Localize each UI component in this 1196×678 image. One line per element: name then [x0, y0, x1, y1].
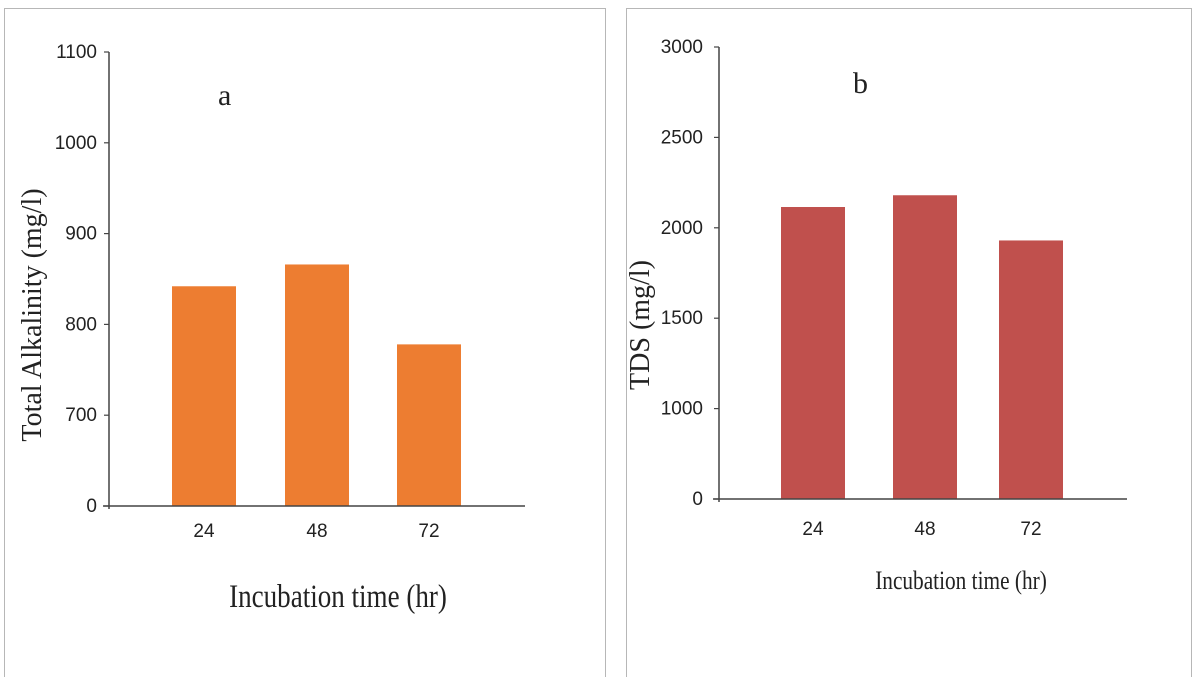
chart-a-x-tick-label: 72 — [418, 521, 439, 542]
chart-b-y-tick-label: 1500 — [661, 308, 703, 329]
chart-a-bar-72 — [397, 344, 461, 506]
chart-b-svg: 0 1000 1500 2000 2500 3000 24 48 72 b Incubation t… — [627, 37, 1127, 596]
chart-a-y-tick-label: 800 — [65, 314, 97, 335]
chart-b-y-axis-title: TDS (mg/l) — [627, 260, 656, 390]
chart-a-x-axis-title: Incubation time (hr) — [229, 577, 447, 614]
chart-a-panel-letter: a — [218, 79, 231, 112]
chart-b-y-tick-label: 3000 — [661, 37, 703, 58]
chart-a-y-tick-label: 900 — [65, 224, 97, 245]
chart-b-bar-24 — [781, 207, 845, 499]
chart-a-y-tick-label: 1000 — [55, 133, 97, 154]
chart-b-bar-48 — [893, 195, 957, 500]
chart-b-bar-72 — [999, 240, 1063, 499]
chart-panel-b: 0 1000 1500 2000 2500 3000 24 48 72 b Incubation t… — [626, 8, 1192, 677]
chart-a-y-tick-label: 700 — [65, 405, 97, 426]
chart-b-y-tick-label: 2000 — [661, 218, 703, 239]
chart-a-x-tick-label: 48 — [306, 521, 327, 542]
chart-b-x-tick-label: 48 — [914, 519, 935, 540]
chart-a-y-tick-label: 1100 — [56, 42, 97, 63]
chart-b-x-tick-label: 72 — [1020, 519, 1041, 540]
chart-b-y-tick-label: 1000 — [661, 399, 703, 420]
chart-b-y-tick-label: 2500 — [661, 127, 703, 148]
chart-a-bar-48 — [285, 264, 349, 506]
chart-b-x-axis-title: Incubation time (hr) — [875, 567, 1047, 595]
chart-a-svg: 0 700 800 900 1000 1100 24 48 72 a Incubation time… — [17, 42, 525, 615]
chart-a-y-axis-title: Total Alkalinity (mg/l) — [17, 188, 48, 441]
chart-b-y-tick-label: 0 — [692, 489, 703, 510]
chart-panel-a: 0 700 800 900 1000 1100 24 48 72 a Incubation time… — [4, 8, 606, 677]
chart-b-panel-letter: b — [853, 67, 868, 100]
chart-a-y-tick-label: 0 — [86, 496, 97, 517]
chart-b-x-tick-label: 24 — [802, 519, 824, 540]
chart-a-x-tick-label: 24 — [193, 521, 215, 542]
chart-a-bar-24 — [172, 286, 236, 506]
